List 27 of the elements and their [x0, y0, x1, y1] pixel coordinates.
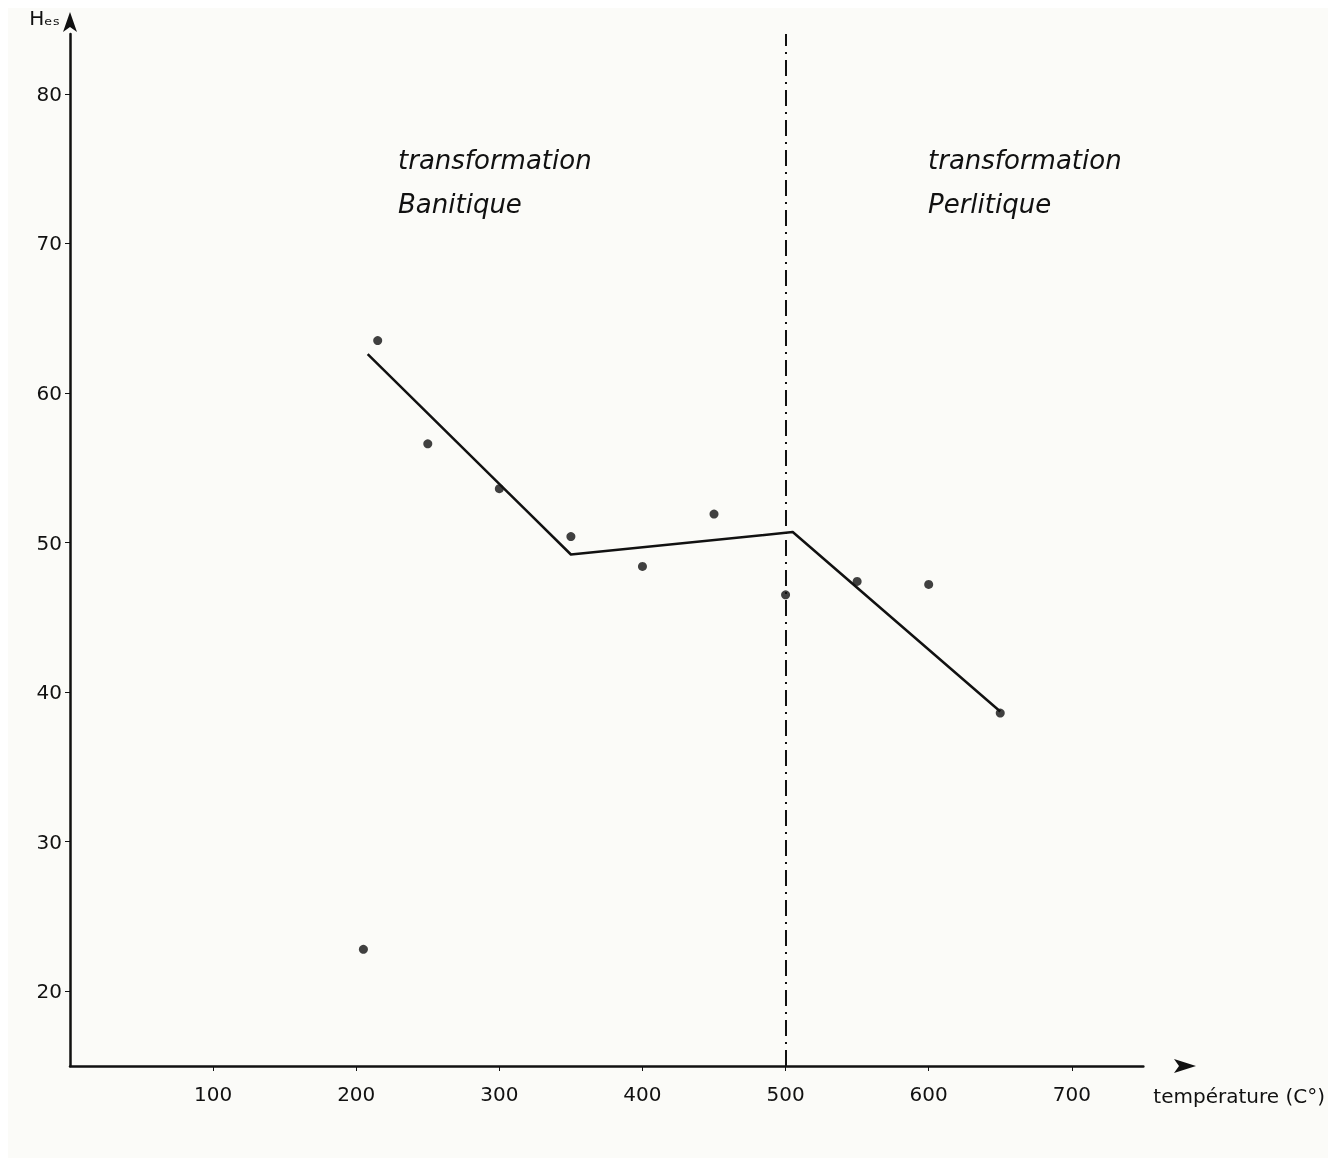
- point: [423, 439, 433, 449]
- point: [637, 561, 647, 571]
- annotation: transformation Perlitique: [928, 145, 1122, 219]
- point: [781, 590, 791, 600]
- x-tick-label: 300: [480, 1082, 519, 1106]
- y-axis-title: Hₑₛ: [29, 6, 60, 30]
- y-tick-label: 20: [36, 979, 62, 1004]
- annotation: transformation Banitique: [398, 145, 592, 219]
- y-tick-label: 80: [36, 81, 62, 106]
- point: [373, 336, 383, 346]
- point: [358, 944, 368, 954]
- point: [709, 509, 719, 519]
- x-tick-label: 700: [1052, 1082, 1091, 1106]
- y-tick-label: 40: [36, 680, 62, 705]
- x-tick-label: 100: [194, 1082, 233, 1106]
- y-tick-label: 60: [36, 380, 62, 405]
- y-tick-label: 30: [36, 829, 62, 854]
- point: [852, 576, 862, 586]
- x-axis-title: température (C°): [1153, 1084, 1325, 1108]
- x-tick-label: 400: [623, 1082, 662, 1106]
- x-tick-label: 600: [909, 1082, 948, 1106]
- y-tick-label: 70: [36, 231, 62, 256]
- point: [566, 532, 576, 542]
- x-tick-label: 500: [766, 1082, 805, 1106]
- y-tick-label: 50: [36, 530, 62, 555]
- point: [924, 579, 934, 589]
- x-tick-label: 200: [337, 1082, 376, 1106]
